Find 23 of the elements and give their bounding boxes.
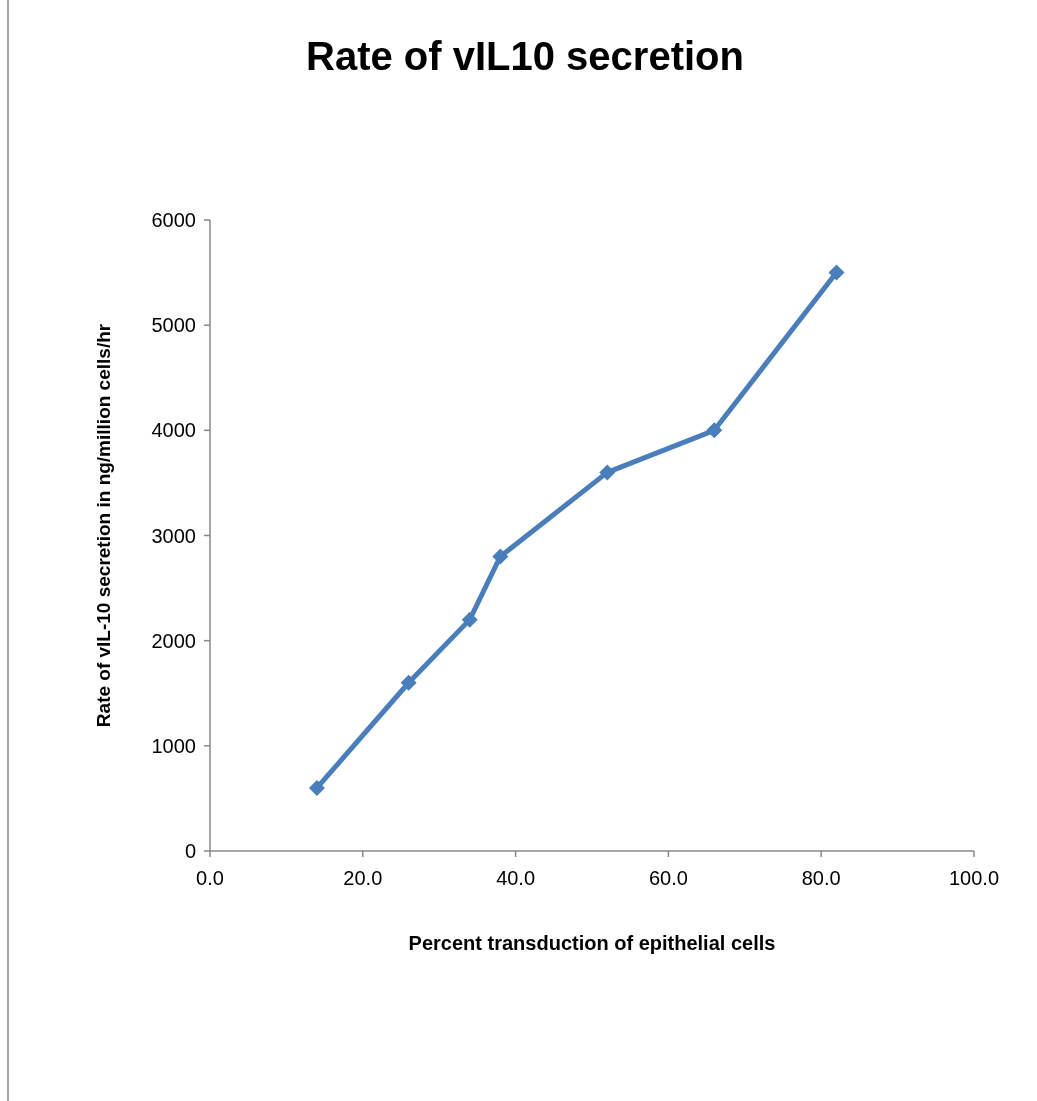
x-tick-label: 0.0 [196,867,224,889]
x-tick-label: 60.0 [648,867,688,889]
point [308,779,325,796]
y-axis-title: Rate of vIL-10 secretion in ng/million cells/hr [93,323,114,728]
x-tick-label: 40.0 [496,867,536,889]
point [706,422,723,439]
point [461,611,478,628]
point [599,464,616,481]
chart-title: Rate of vIL10 secretion [306,34,744,78]
x-axis-title: Percent transduction of epithelial cells [408,932,776,954]
y-tick-label: 3000 [151,524,196,547]
y-tick-label: 6000 [151,209,196,231]
x-tick-label: 80.0 [801,867,841,889]
point [492,548,509,565]
y-tick-label: 0 [184,840,196,862]
x-tick-label: 20.0 [343,867,383,889]
point [400,674,417,691]
y-tick-label: 4000 [151,419,196,442]
point [828,264,845,281]
y-tick-label: 5000 [151,314,196,337]
x-tick-label: 100.0 [948,867,1000,889]
y-tick-label: 2000 [151,629,196,652]
y-tick-label: 1000 [151,734,196,757]
